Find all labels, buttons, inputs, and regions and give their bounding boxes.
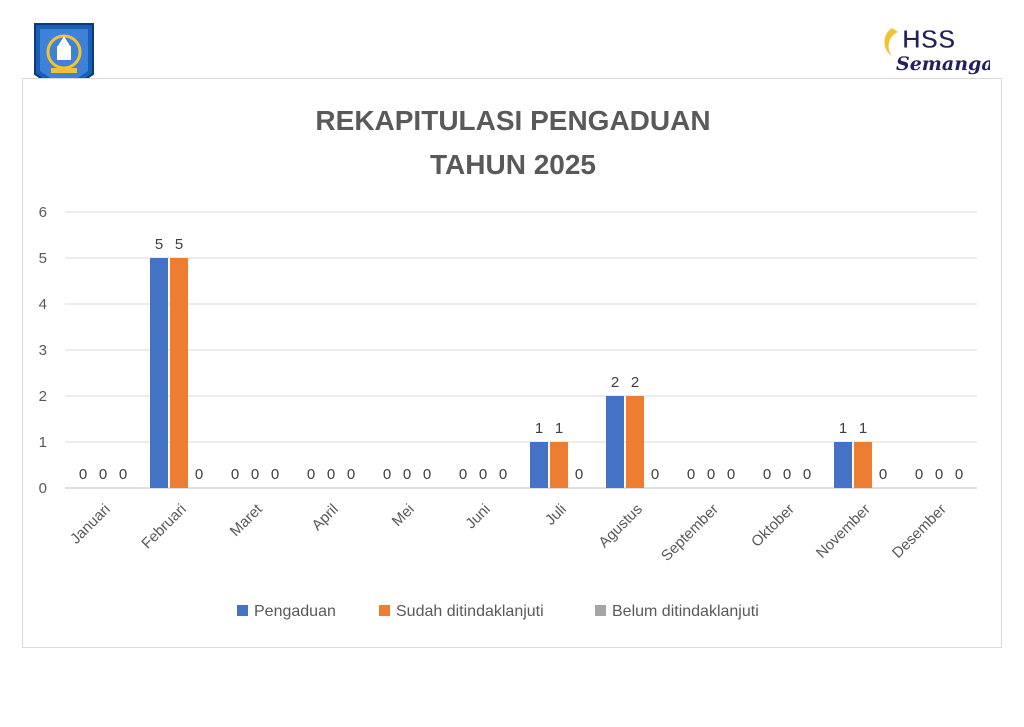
- data-label: 0: [879, 466, 887, 483]
- x-tick-label-maret: Maret: [227, 500, 267, 540]
- bar-pengaduan-november: [834, 442, 852, 488]
- bar-pengaduan-juli: [530, 442, 548, 488]
- regency-emblem-logo: [34, 23, 94, 96]
- legend-label-3: Belum ditindaklanjuti: [612, 603, 759, 620]
- x-tick-label-januari: Januari: [67, 501, 114, 548]
- x-tick-label-november: November: [813, 501, 874, 562]
- y-tick-label: 1: [39, 434, 47, 451]
- x-tick-label-mei: Mei: [389, 501, 418, 530]
- data-label: 0: [479, 466, 487, 483]
- data-label: 0: [347, 466, 355, 483]
- data-label: 0: [955, 466, 963, 483]
- data-label: 0: [499, 466, 507, 483]
- x-tick-label-september: September: [658, 501, 722, 565]
- x-tick-label-juni: Juni: [462, 501, 493, 532]
- data-label: 0: [763, 466, 771, 483]
- data-label: 1: [839, 420, 847, 437]
- y-tick-label: 0: [39, 480, 47, 497]
- y-tick-label: 5: [39, 250, 47, 267]
- x-tick-label-agustus: Agustus: [595, 501, 645, 551]
- bar-sudah-ditindaklanjuti-agustus: [626, 396, 644, 488]
- data-label: 0: [327, 466, 335, 483]
- x-tick-label-april: April: [309, 501, 342, 534]
- y-tick-label: 4: [39, 296, 47, 313]
- data-label: 0: [119, 466, 127, 483]
- legend-swatch-3: [595, 605, 606, 616]
- data-label: 0: [231, 466, 239, 483]
- chart-title-line-1: REKAPITULASI PENGADUAN: [315, 105, 710, 136]
- data-label: 1: [555, 420, 563, 437]
- legend-label-1: Pengaduan: [254, 603, 336, 620]
- data-label: 0: [459, 466, 467, 483]
- x-tick-label-desember: Desember: [889, 501, 950, 562]
- data-label: 2: [631, 374, 639, 391]
- data-label: 0: [251, 466, 259, 483]
- data-label: 0: [195, 466, 203, 483]
- data-label: 0: [915, 466, 923, 483]
- y-tick-label: 2: [39, 388, 47, 405]
- y-tick-label: 6: [39, 204, 47, 221]
- bar-pengaduan-agustus: [606, 396, 624, 488]
- data-label: 0: [651, 466, 659, 483]
- chart-title-line-2: TAHUN 2025: [430, 149, 596, 180]
- bar-chart: REKAPITULASI PENGADUAN TAHUN 2025 0 1 2 3 4 5 6 0…: [39, 105, 977, 620]
- data-label: 0: [423, 466, 431, 483]
- data-label: 5: [155, 236, 163, 253]
- data-label: 1: [535, 420, 543, 437]
- data-label: 0: [783, 466, 791, 483]
- data-label: 0: [935, 466, 943, 483]
- bar-sudah-ditindaklanjuti-november: [854, 442, 872, 488]
- chart-area: REKAPITULASI PENGADUAN TAHUN 2025 0 1 2 3 4 5 6 0…: [22, 78, 1002, 648]
- data-label: 0: [727, 466, 735, 483]
- data-label: 0: [803, 466, 811, 483]
- bar-sudah-ditindaklanjuti-juli: [550, 442, 568, 488]
- data-label: 0: [403, 466, 411, 483]
- data-label: 1: [859, 420, 867, 437]
- x-tick-label-februari: Februari: [138, 501, 190, 553]
- data-label: 0: [707, 466, 715, 483]
- bar-pengaduan-februari: [150, 258, 168, 488]
- data-label: 0: [307, 466, 315, 483]
- data-label: 2: [611, 374, 619, 391]
- x-tick-label-juli: Juli: [542, 501, 570, 529]
- legend-swatch-2: [379, 605, 390, 616]
- legend-swatch-1: [237, 605, 248, 616]
- data-label: 0: [575, 466, 583, 483]
- data-label: 0: [79, 466, 87, 483]
- data-label: 0: [383, 466, 391, 483]
- logo-hss-text: HSS: [902, 24, 955, 54]
- y-tick-label: 3: [39, 342, 47, 359]
- data-label: 5: [175, 236, 183, 253]
- logo-semangat-text: Semangat: [896, 53, 990, 75]
- bar-sudah-ditindaklanjuti-februari: [170, 258, 188, 488]
- legend-label-2: Sudah ditindaklanjuti: [396, 603, 544, 620]
- x-tick-label-oktober: Oktober: [748, 501, 798, 551]
- data-label: 0: [99, 466, 107, 483]
- data-label: 0: [271, 466, 279, 483]
- hss-semangat-logo: HSS Semangat: [884, 24, 990, 75]
- data-label: 0: [687, 466, 695, 483]
